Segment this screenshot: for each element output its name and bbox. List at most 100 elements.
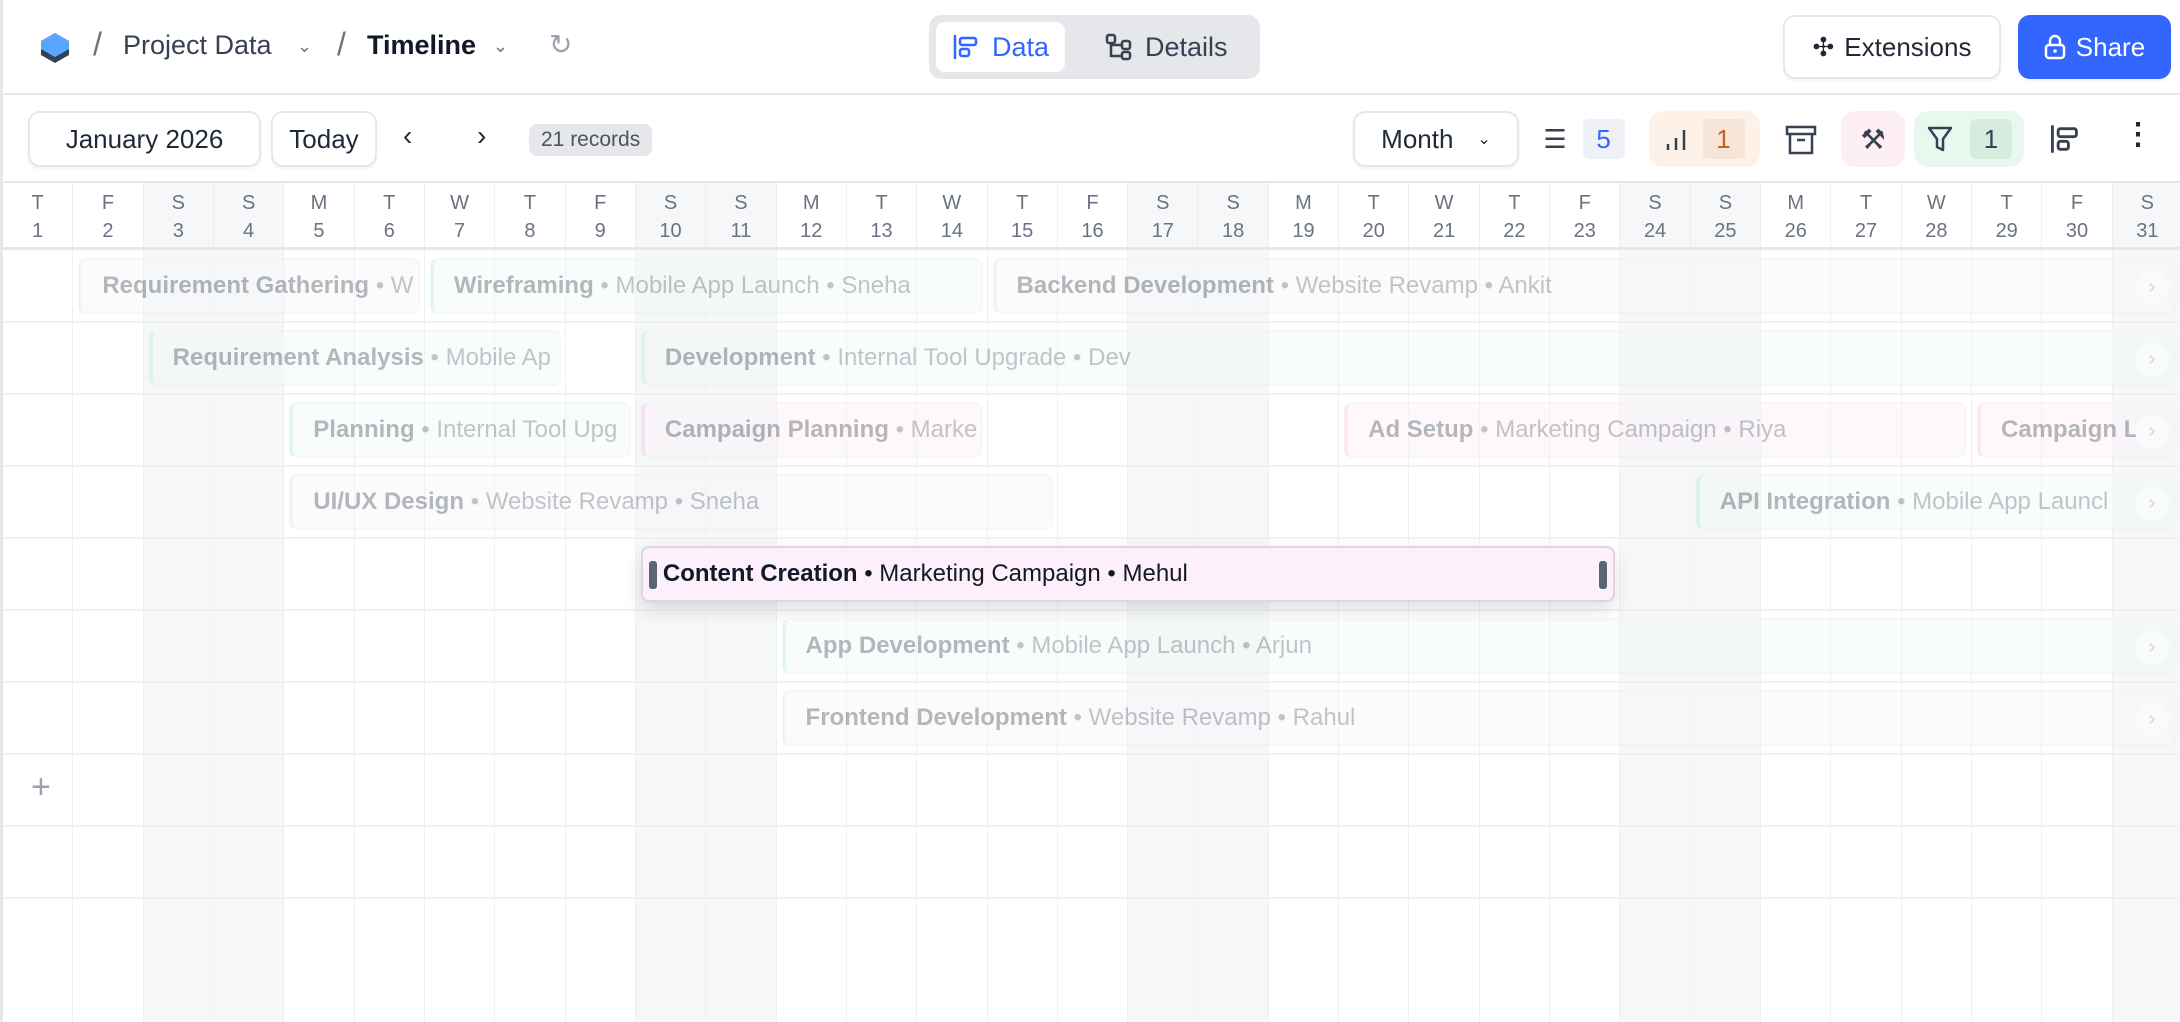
layout-icon[interactable] [2049, 123, 2081, 155]
color-button[interactable]: ⚒ [1841, 111, 1905, 167]
range-select[interactable]: Month ⌄ [1353, 111, 1519, 167]
filter-button[interactable]: 1 [1914, 111, 2024, 167]
previous-icon[interactable]: ‹ [403, 120, 413, 151]
timeline-bar[interactable]: App Development • Mobile App Launch • Ar… [781, 618, 2177, 674]
day-number: 13 [870, 220, 893, 242]
day-column [1480, 250, 1551, 1022]
day-number: 9 [594, 220, 606, 242]
tab-details[interactable]: Details [1089, 22, 1244, 72]
app-logo-icon[interactable] [39, 32, 71, 64]
fields-button[interactable]: ☰ 5 [1539, 111, 1629, 167]
weekday-label: S [1156, 192, 1170, 214]
bar-title: Requirement Gathering [102, 272, 370, 299]
timeline-bar[interactable]: UI/UX Design • Website Revamp • Sneha [289, 474, 1053, 530]
breadcrumb-view[interactable]: Timeline [367, 30, 477, 60]
tab-details-label: Details [1145, 31, 1228, 62]
day-column [1409, 250, 1480, 1022]
share-button[interactable]: Share [2018, 15, 2171, 79]
weekday-label: S [663, 192, 678, 214]
extensions-button[interactable]: ✣ Extensions [1783, 15, 2001, 79]
timeline-bar[interactable]: Wireframing • Mobile App Launch • Sneha [429, 258, 983, 314]
timeline-bar[interactable]: Requirement Analysis • Mobile Ap [148, 330, 561, 386]
day-column-header: W 28 [1902, 183, 1973, 247]
weekday-label: T [2000, 192, 2013, 214]
day-column [635, 250, 707, 1022]
day-column [706, 250, 777, 1022]
chevron-down-icon[interactable]: ⌄ [297, 36, 313, 56]
day-column-header: T 15 [988, 183, 1058, 247]
row-divider [3, 393, 2180, 395]
day-number: 16 [1081, 220, 1104, 242]
chevron-right-icon[interactable]: › [2134, 486, 2169, 520]
timeline-bar[interactable]: Requirement Gathering • W [78, 258, 420, 314]
group-button[interactable]: 1 [1649, 111, 1760, 167]
day-column [3, 250, 74, 1022]
day-number: 18 [1222, 220, 1245, 242]
day-number: 26 [1784, 220, 1807, 242]
bar-title: Campaign Planning [664, 416, 889, 443]
day-number: 24 [1643, 220, 1667, 242]
day-column-header: M 12 [777, 183, 847, 247]
row-divider [3, 609, 2180, 611]
timeline-grid [3, 250, 2180, 1022]
chevron-right-icon[interactable]: › [2134, 342, 2169, 376]
timeline-bar[interactable]: Planning • Internal Tool Upg [289, 402, 631, 458]
weekday-label: S [734, 192, 748, 214]
chevron-right-icon[interactable]: › [2134, 414, 2169, 448]
timeline-bar[interactable]: Frontend Development • Website Revamp • … [781, 690, 2177, 746]
timeline-bar[interactable]: Ad Setup • Marketing Campaign • Riya [1344, 402, 1968, 458]
day-column-header: M 19 [1269, 183, 1340, 247]
weekday-label: S [171, 192, 185, 214]
bar-title: Wireframing [453, 272, 594, 299]
day-column [1550, 250, 1621, 1022]
row-divider [3, 897, 2180, 899]
chevron-right-icon[interactable]: › [2134, 270, 2169, 304]
day-number: 11 [730, 220, 752, 242]
period-picker[interactable]: January 2026 [28, 111, 261, 167]
archive-icon[interactable] [1785, 125, 1817, 155]
filter-icon [1927, 126, 1953, 152]
day-column-header: S 11 [706, 183, 777, 247]
timeline-bar[interactable]: Content Creation • Marketing Campaign • … [640, 546, 1616, 602]
day-column-header: T 22 [1480, 183, 1551, 247]
day-number: 20 [1362, 220, 1385, 242]
day-column-header: S 25 [1690, 183, 1762, 247]
timeline-bar[interactable]: Campaign Planning • Marke [640, 402, 983, 458]
bar-title: Backend Development [1016, 272, 1274, 299]
day-column [1902, 250, 1973, 1022]
day-column [1690, 250, 1762, 1022]
bar-title: API Integration [1719, 488, 1891, 515]
day-column [73, 250, 144, 1022]
timeline-bar[interactable]: Development • Internal Tool Upgrade • De… [640, 330, 2177, 386]
weekday-label: S [1648, 192, 1662, 214]
chevron-right-icon[interactable]: › [2134, 630, 2169, 664]
weekday-label: W [1926, 192, 1946, 214]
more-options-icon[interactable]: ⋮ [2123, 118, 2153, 151]
breadcrumb-project[interactable]: Project Data [123, 30, 272, 60]
day-number: 1 [32, 220, 44, 242]
weekday-label: F [101, 192, 115, 214]
day-column [566, 250, 636, 1022]
tab-data[interactable]: Data [936, 22, 1066, 72]
resize-handle-start[interactable] [648, 561, 657, 589]
chevron-right-icon[interactable]: › [2134, 702, 2169, 736]
day-column [1058, 250, 1129, 1022]
chevron-down-icon[interactable]: ⌄ [493, 36, 509, 56]
add-record-button[interactable]: + [31, 768, 51, 806]
refresh-icon[interactable]: ↻ [549, 29, 573, 60]
day-number: 5 [313, 220, 325, 242]
weekday-label: T [1508, 192, 1521, 214]
next-icon[interactable]: › [477, 120, 487, 151]
timeline-bar[interactable]: API Integration • Mobile App Launcl › [1695, 474, 2177, 530]
today-button[interactable]: Today [271, 111, 377, 167]
weekday-label: T [875, 192, 888, 214]
timeline-bar[interactable]: Campaign L › [1977, 402, 2177, 458]
breadcrumb-separator: / [93, 26, 102, 62]
row-divider [3, 681, 2180, 683]
timeline-bar[interactable]: Backend Development • Website Revamp • A… [992, 258, 2177, 314]
resize-handle-end[interactable] [1599, 561, 1608, 589]
weekday-label: S [2140, 192, 2154, 214]
